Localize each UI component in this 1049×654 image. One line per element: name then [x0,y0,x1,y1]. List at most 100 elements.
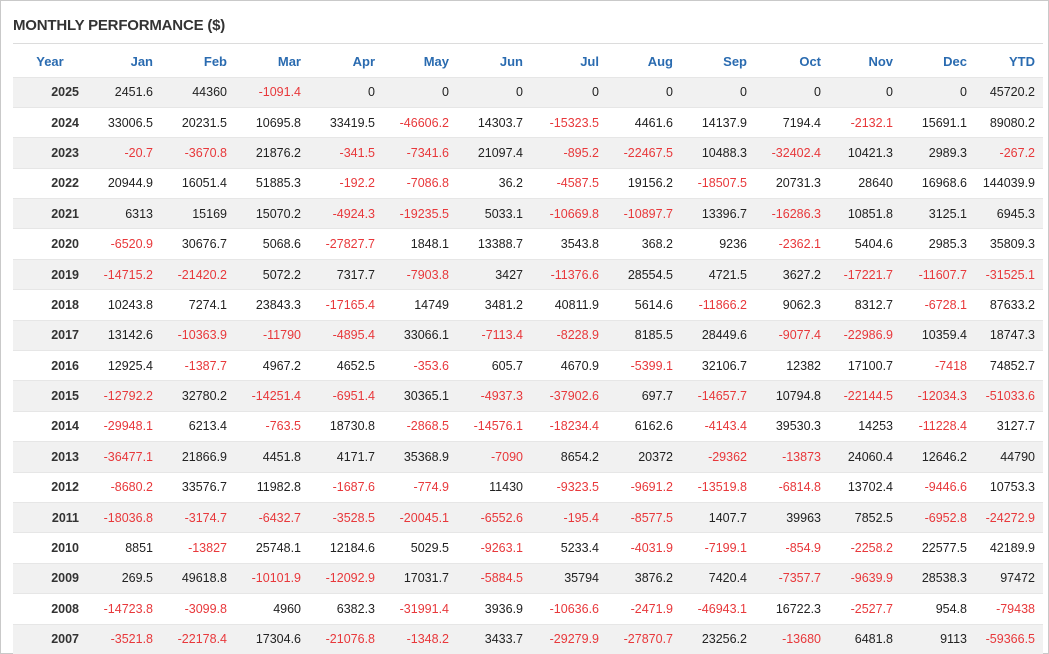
month-cell: 4670.9 [531,350,607,381]
month-cell: 20231.5 [161,106,235,138]
month-cell: 10695.8 [235,106,309,138]
month-cell: -22178.4 [161,623,235,654]
month-cell: -3528.5 [309,501,383,533]
month-cell: 1848.1 [383,228,457,260]
month-cell: -7086.8 [383,167,457,199]
table-row: 2020 -6520.9 30676.7 5068.6 -27827.7 1848.1 13… [13,228,1043,260]
month-cell: -2258.2 [829,532,901,564]
month-cell: -4924.3 [309,198,383,229]
month-cell: -13827 [161,532,235,564]
month-cell: 20372 [607,441,681,473]
month-cell: 17100.7 [829,350,901,381]
ytd-cell: 18747.3 [975,319,1043,351]
month-cell: 36.2 [457,167,531,199]
ytd-cell: 89080.2 [975,106,1043,138]
month-cell: -2362.1 [755,228,829,260]
month-cell: -27827.7 [309,228,383,260]
month-cell: -1091.4 [235,76,309,108]
year-cell: 2017 [13,319,87,351]
month-cell: 10851.8 [829,198,901,229]
month-cell: 0 [383,76,457,108]
table-body: 2025 2451.6 44360 -1091.4 0 0 0 0 0 0 0 0 0 45720.2 20… [13,76,1043,654]
month-cell: -21420.2 [161,258,235,290]
month-cell: 7317.7 [309,258,383,290]
month-cell: -10363.9 [161,319,235,351]
ytd-cell: 87633.2 [975,289,1043,321]
month-cell: 35368.9 [383,441,457,473]
month-cell: -1387.7 [161,350,235,381]
month-cell: 39963 [755,501,829,533]
month-cell: -895.2 [531,137,607,169]
month-cell: 8185.5 [607,319,681,351]
month-cell: -14723.8 [87,593,161,625]
month-cell: 30676.7 [161,228,235,260]
month-cell: 22577.5 [901,532,975,564]
table-row: 2015 -12792.2 32780.2 -14251.4 -6951.4 30365.… [13,380,1043,412]
month-cell: 3433.7 [457,623,531,654]
table-row: 2018 10243.8 7274.1 23843.3 -17165.4 14749 348… [13,289,1043,321]
ytd-cell: 10753.3 [975,471,1043,503]
month-cell: 0 [531,76,607,108]
month-cell: 14137.9 [681,106,755,138]
ytd-cell: 45720.2 [975,76,1043,108]
column-header-sep: Sep [723,53,747,69]
ytd-cell: 42189.9 [975,532,1043,564]
month-cell: -1687.6 [309,471,383,503]
month-cell: -9639.9 [829,562,901,594]
month-cell: -9446.6 [901,471,975,503]
month-cell: -14576.1 [457,410,531,442]
month-cell: -763.5 [235,410,309,442]
month-cell: -7090 [457,441,531,473]
month-cell: -2132.1 [829,106,901,138]
ytd-cell: -24272.9 [975,501,1043,533]
year-cell: 2007 [13,623,87,654]
month-cell: 12646.2 [901,441,975,473]
month-cell: 17031.7 [383,562,457,594]
month-cell: -4937.3 [457,380,531,412]
column-header-jul: Jul [580,53,599,69]
month-cell: -11228.4 [901,410,975,442]
year-cell: 2008 [13,593,87,625]
month-cell: -22986.9 [829,319,901,351]
month-cell: 5029.5 [383,532,457,564]
column-header-jun: Jun [499,53,523,69]
table-row: 2021 6313 15169 15070.2 -4924.3 -19235.5 5033.… [13,198,1043,229]
month-cell: -15323.5 [531,106,607,138]
month-cell: 21866.9 [161,441,235,473]
month-cell: -6728.1 [901,289,975,321]
month-cell: 4721.5 [681,258,755,290]
month-cell: 30365.1 [383,380,457,412]
month-cell: 9236 [681,228,755,260]
table-row: 2024 33006.5 20231.5 10695.8 33419.5 -46606.2… [13,106,1043,138]
month-cell: 605.7 [457,350,531,381]
year-cell: 2023 [13,137,87,169]
month-cell: -3099.8 [161,593,235,625]
year-cell: 2015 [13,380,87,412]
month-cell: 4461.6 [607,106,681,138]
month-cell: -12792.2 [87,380,161,412]
month-cell: -4587.5 [531,167,607,199]
month-cell: 2985.3 [901,228,975,260]
month-cell: -11376.6 [531,258,607,290]
month-cell: 0 [309,76,383,108]
month-cell: -5399.1 [607,350,681,381]
table-row: 2016 12925.4 -1387.7 4967.2 4652.5 -353.6 605.… [13,350,1043,381]
month-cell: -6814.8 [755,471,829,503]
month-cell: 5072.2 [235,258,309,290]
month-cell: -8577.5 [607,501,681,533]
month-cell: 5404.6 [829,228,901,260]
month-cell: -9263.1 [457,532,531,564]
month-cell: 19156.2 [607,167,681,199]
column-header-jan: Jan [130,53,153,69]
table-row: 2023 -20.7 -3670.8 21876.2 -341.5 -7341.6 2109… [13,137,1043,169]
month-cell: 33066.1 [383,319,457,351]
month-cell: -13680 [755,623,829,654]
month-cell: 2451.6 [87,76,161,108]
column-header-feb: Feb [203,53,227,69]
month-cell: 4451.8 [235,441,309,473]
month-cell: 33576.7 [161,471,235,503]
month-cell: -18507.5 [681,167,755,199]
month-cell: 44360 [161,76,235,108]
month-cell: 23843.3 [235,289,309,321]
month-cell: -9323.5 [531,471,607,503]
